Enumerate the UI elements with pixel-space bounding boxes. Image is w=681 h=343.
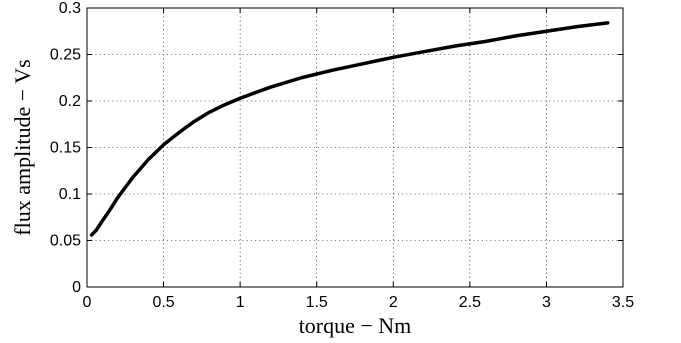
flux-curve (89, 21, 610, 237)
y-tick-label: 0.05 (50, 233, 81, 250)
ticks (86, 7, 624, 288)
y-tick-label: 0 (72, 279, 81, 296)
x-tick-label: 0 (83, 294, 92, 311)
y-axis-label: flux amplitude − Vs (10, 59, 35, 235)
x-tick-label: 3 (542, 294, 551, 311)
x-tick-label: 1 (236, 294, 245, 311)
y-tick-label: 0.3 (59, 0, 81, 17)
x-tick-label: 0.5 (152, 294, 174, 311)
grid (87, 8, 623, 287)
y-tick-label: 0.2 (59, 93, 81, 110)
x-axis-label: torque − Nm (299, 313, 412, 338)
x-tick-label: 1.5 (306, 294, 328, 311)
x-tick-label: 2 (389, 294, 398, 311)
y-tick-label: 0.1 (59, 186, 81, 203)
x-tick-label: 2.5 (459, 294, 481, 311)
y-tick-label: 0.25 (50, 47, 81, 64)
tick-labels: 0 0.5 1 1.5 2 2.5 3 3.5 0 0.05 0.1 0.15 0.2 0.25 0.3 (50, 0, 634, 311)
y-tick-label: 0.15 (50, 140, 81, 157)
x-tick-label: 3.5 (612, 294, 634, 311)
